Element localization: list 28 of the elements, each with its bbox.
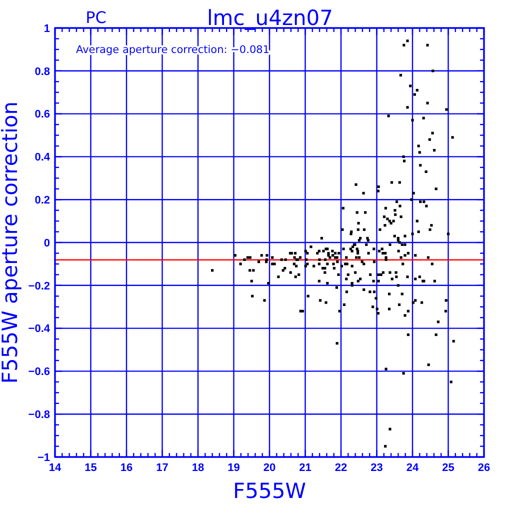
y-tick-label: −0.8 [28,408,50,421]
x-tick-label: 20 [263,462,276,474]
y-tick-label: 0.4 [34,152,51,164]
x-tick-label: 22 [334,462,348,474]
x-tick-label: 25 [442,462,454,474]
x-tick-label: 17 [156,462,168,474]
y-tick-label: −0.2 [28,280,50,292]
y-axis-title: F555W aperture correction [0,101,22,384]
x-tick-label: 26 [478,462,490,474]
y-tick-label: 0 [44,237,50,250]
y-tick-label: 0.6 [34,108,50,121]
y-tick-label: −0.6 [28,366,50,378]
chart-title: lmc_u4zn07 [206,6,334,30]
x-tick-label: 19 [228,462,240,474]
x-tick-label: 24 [406,462,420,474]
y-tick-label: 0.2 [34,194,50,206]
x-tick-label: 21 [299,462,312,474]
y-tick-label: −0.4 [28,323,51,336]
x-axis-title: F555W [233,479,306,503]
x-tick-label: 15 [84,462,97,474]
x-tick-label: 14 [48,462,62,474]
chart-subtitle: PC [86,8,106,27]
y-tick-label: −1 [37,452,50,464]
x-tick-label: 16 [120,462,133,474]
y-tick-label: 1 [44,22,50,35]
x-tick-label: 23 [370,462,383,474]
y-tick-label: 0.8 [34,66,50,78]
x-tick-label: 18 [192,462,204,474]
